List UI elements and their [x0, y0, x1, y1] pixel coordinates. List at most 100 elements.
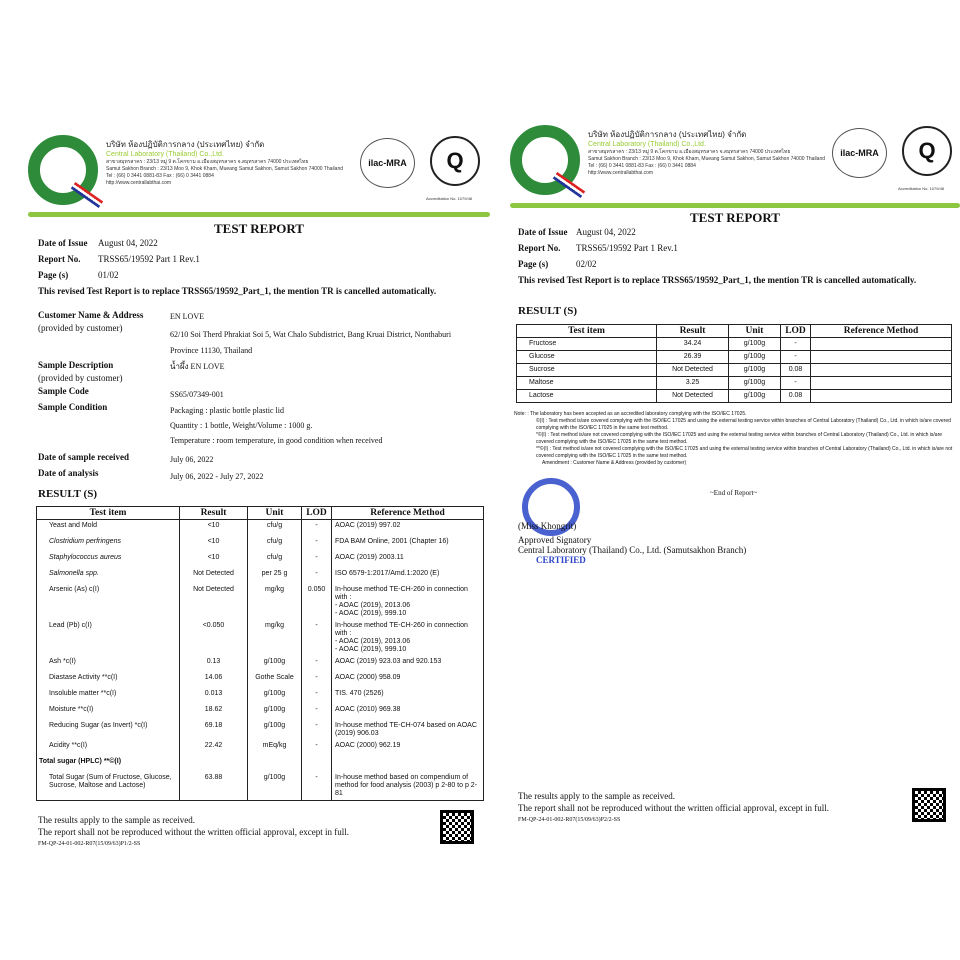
cell-unit: cfu/g [247, 535, 302, 552]
cell-result: Not Detected [179, 583, 248, 620]
cell-result [179, 755, 248, 772]
cell-item: Lactose [516, 389, 657, 403]
cell-item: Reducing Sugar (as Invert) *c(I) [36, 719, 180, 740]
footer-note-1: The results apply to the sample as recei… [38, 815, 195, 825]
signer-role: Approved Signatory [518, 535, 592, 545]
cell-lod: - [301, 619, 332, 656]
cell-lod: 0.050 [301, 583, 332, 620]
page-title: TEST REPORT [690, 210, 780, 225]
cell-method: In-house method based on compendium of m… [331, 771, 484, 800]
date-value: August 04, 2022 [576, 227, 636, 237]
cell-item: Lead (Pb) c(I) [36, 619, 180, 656]
cell-item: Yeast and Mold [36, 519, 180, 536]
table-row: Reducing Sugar (as Invert) *c(I) 69.18 g/1… [36, 719, 484, 740]
cell-item: Arsenic (As) c(I) [36, 583, 180, 620]
cell-result: <10 [179, 535, 248, 552]
company-name-th: บริษัท ห้องปฏิบัติการกลาง (ประเทศไทย) จำ… [588, 130, 747, 139]
cell-lod [301, 755, 332, 772]
cell-unit: g/100g [247, 703, 302, 720]
cell-unit: Gothe Scale [247, 671, 302, 688]
revision-notice: This revised Test Report is to replace T… [38, 286, 437, 296]
cell-lod: - [301, 519, 332, 536]
cell-item: Staphylococcus aureus [36, 551, 180, 568]
cell-item: Total sugar (HPLC) **©(I) [36, 755, 180, 772]
cell-method: ISO 6579-1:2017/Amd.1:2020 (E) [331, 567, 484, 584]
website: http://www.centrallabthai.com [588, 170, 654, 176]
cell-method: In-house method TE-CH-074 based on AOAC … [331, 719, 484, 740]
result-heading: RESULT (S) [38, 488, 98, 500]
analysis-label: Date of analysis [38, 468, 99, 478]
cell-result: 34.24 [656, 337, 729, 351]
cell-item: Glucose [516, 350, 657, 364]
cell-unit: g/100g [247, 719, 302, 740]
table-row: Insoluble matter **c(I) 0.013 g/100g - TIS. … [36, 687, 484, 704]
green-divider [28, 212, 490, 217]
cell-unit: g/100g [247, 771, 302, 800]
col-unit: Unit [247, 506, 302, 520]
notes: Note: : The laboratory has been accepted… [514, 411, 954, 467]
form-code: FM-QP-24-01-002-R07(15/09/63)P2/2-SS [518, 817, 621, 823]
cell-lod: - [301, 771, 332, 800]
address-en: Samut Sakhon Branch : 23/13 Moo 9, Khok … [106, 166, 344, 172]
cell-lod: - [301, 655, 332, 672]
table-row: Maltose 3.25 g/100g - [516, 376, 952, 390]
cell-method [810, 389, 952, 403]
cell-method [810, 376, 952, 390]
cell-unit [247, 755, 302, 772]
company-info: บริษัท ห้องปฏิบัติการกลาง (ประเทศไทย) จำ… [106, 140, 343, 187]
cell-item: Sucrose [516, 363, 657, 377]
report-page-1: บริษัท ห้องปฏิบัติการกลาง (ประเทศไทย) จำ… [28, 130, 490, 850]
tel-fax: Tel : (66) 0 3441 0881-83 Fax : (66) 0 3… [588, 163, 696, 169]
cell-unit: g/100g [728, 350, 781, 364]
amendment-note: Amendment : Customer Name & Address (pro… [542, 460, 687, 466]
cell-method: In-house method TE-CH-260 in connection … [331, 583, 484, 620]
cell-unit: mg/kg [247, 583, 302, 620]
company-name-en: Central Laboratory (Thailand) Co.,Ltd. [588, 141, 706, 148]
col-method: Reference Method [810, 324, 952, 338]
table-row: Salmonella spp. Not Detected per 25 g - ISO … [36, 567, 484, 584]
cell-result: 26.39 [656, 350, 729, 364]
col-test-item: Test item [36, 506, 180, 520]
cell-lod: - [301, 535, 332, 552]
cell-item: Maltose [516, 376, 657, 390]
cell-unit: cfu/g [247, 519, 302, 536]
table-row: Clostridium perfringens <10 cfu/g - FDA BAM … [36, 535, 484, 552]
report-label: Report No. [518, 243, 561, 253]
cell-lod: - [780, 350, 811, 364]
footer-note-2: The report shall not be reproduced witho… [38, 827, 349, 837]
cell-item: Salmonella spp. [36, 567, 180, 584]
stamp-text: CERTIFIED [536, 555, 586, 565]
cell-unit: g/100g [728, 389, 781, 403]
ilac-mra-logo: ilac-MRA [832, 128, 887, 178]
report-no: TRSS65/19592 Part 1 Rev.1 [98, 254, 200, 264]
cell-unit: g/100g [728, 363, 781, 377]
cell-lod: - [780, 337, 811, 351]
date-value: August 04, 2022 [98, 238, 158, 248]
cell-item: Ash *c(I) [36, 655, 180, 672]
cell-method: AOAC (2000) 958.09 [331, 671, 484, 688]
col-lod: LOD [301, 506, 332, 520]
cell-method: AOAC (2019) 2003.11 [331, 551, 484, 568]
table-row: Lactose Not Detected g/100g 0.08 [516, 389, 952, 403]
certified-stamp [522, 478, 580, 536]
result-heading: RESULT (S) [518, 305, 578, 317]
report-no: TRSS65/19592 Part 1 Rev.1 [576, 243, 678, 253]
cell-result: Not Detected [179, 567, 248, 584]
company-logo [510, 125, 580, 195]
page-no: 01/02 [98, 270, 119, 280]
letterhead: บริษัท ห้องปฏิบัติการกลาง (ประเทศไทย) จำ… [510, 120, 960, 210]
qr-code [912, 788, 946, 822]
customer-sub: (provided by customer) [38, 323, 123, 333]
cell-unit: mEq/kg [247, 739, 302, 756]
cell-result: <0.050 [179, 619, 248, 656]
cell-method: AOAC (2010) 969.38 [331, 703, 484, 720]
cell-unit: g/100g [247, 687, 302, 704]
cell-lod: - [301, 551, 332, 568]
company-name-en: Central Laboratory (Thailand) Co.,Ltd. [106, 151, 224, 158]
letterhead: บริษัท ห้องปฏิบัติการกลาง (ประเทศไทย) จำ… [28, 130, 490, 220]
cell-unit: g/100g [728, 376, 781, 390]
cell-lod: - [780, 376, 811, 390]
col-method: Reference Method [331, 506, 484, 520]
customer-label: Customer Name & Address [38, 310, 144, 320]
cell-method: In-house method TE-CH-260 in connection … [331, 619, 484, 656]
